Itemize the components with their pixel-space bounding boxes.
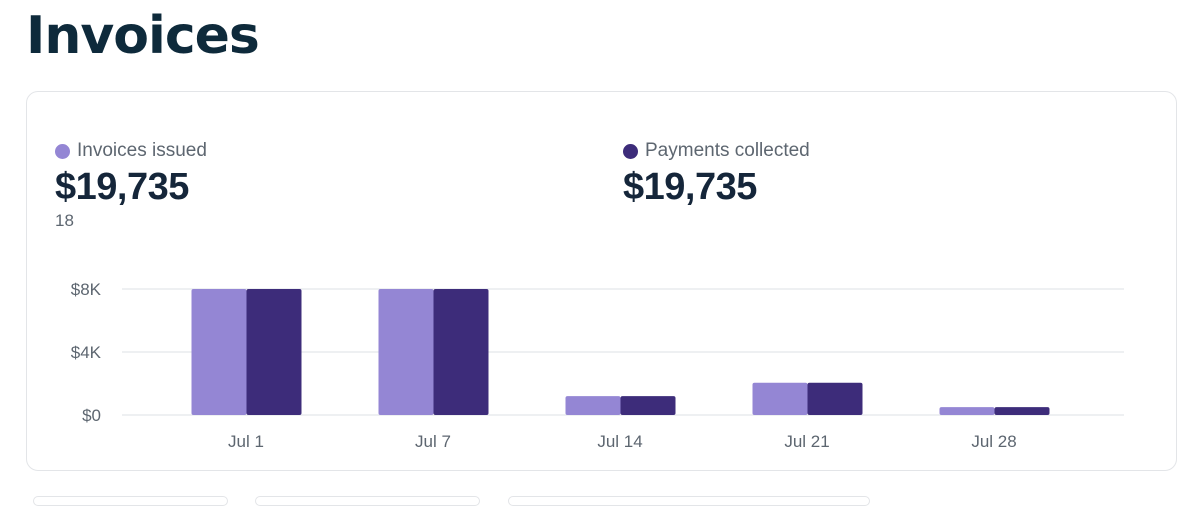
bar-invoices-issued [939,407,995,415]
legend-dot-icon [623,143,638,159]
invoices-bar-chart: $0 $4K $8K Jul 1 Jul 7 Jul 14 Jul 21 Jul 28 [71,280,1124,451]
bar-invoices-issued [752,382,808,415]
x-tick-label: Jul 21 [784,432,829,451]
bar-payments-collected [620,396,676,415]
bar-invoices-issued [191,289,247,415]
bar-payments-collected [246,289,302,415]
filter-chip[interactable] [33,496,228,506]
metric-value: $19,735 [623,166,757,208]
metric-invoices-issued: Invoices issued $19,735 18 [55,140,207,231]
x-tick-label: Jul 1 [228,432,264,451]
bar-payments-collected [433,289,489,415]
bar-payments-collected [994,407,1050,415]
legend-label: Invoices issued [77,140,207,161]
bar-payments-collected [807,382,863,415]
legend-dot-icon [55,143,70,159]
bar-invoices-issued [565,396,621,415]
bar-invoices-issued [378,289,434,415]
metric-count: 18 [55,211,74,230]
metric-value: $19,735 [55,166,189,208]
x-tick-label: Jul 28 [971,432,1016,451]
x-tick-label: Jul 7 [415,432,451,451]
invoices-summary-card: Invoices issued $19,735 18 Payments coll… [26,91,1177,471]
x-tick-label: Jul 14 [597,432,642,451]
y-tick-label: $0 [82,406,101,425]
legend-payments-collected: Payments collected [623,140,810,162]
y-tick-label: $4K [71,343,102,362]
legend-label: Payments collected [645,140,810,161]
y-tick-label: $8K [71,280,102,299]
filter-chip[interactable] [508,496,870,506]
page-title: Invoices [26,6,260,66]
filter-chip[interactable] [255,496,480,506]
metric-payments-collected: Payments collected $19,735 [623,140,810,209]
legend-invoices-issued: Invoices issued [55,140,207,162]
